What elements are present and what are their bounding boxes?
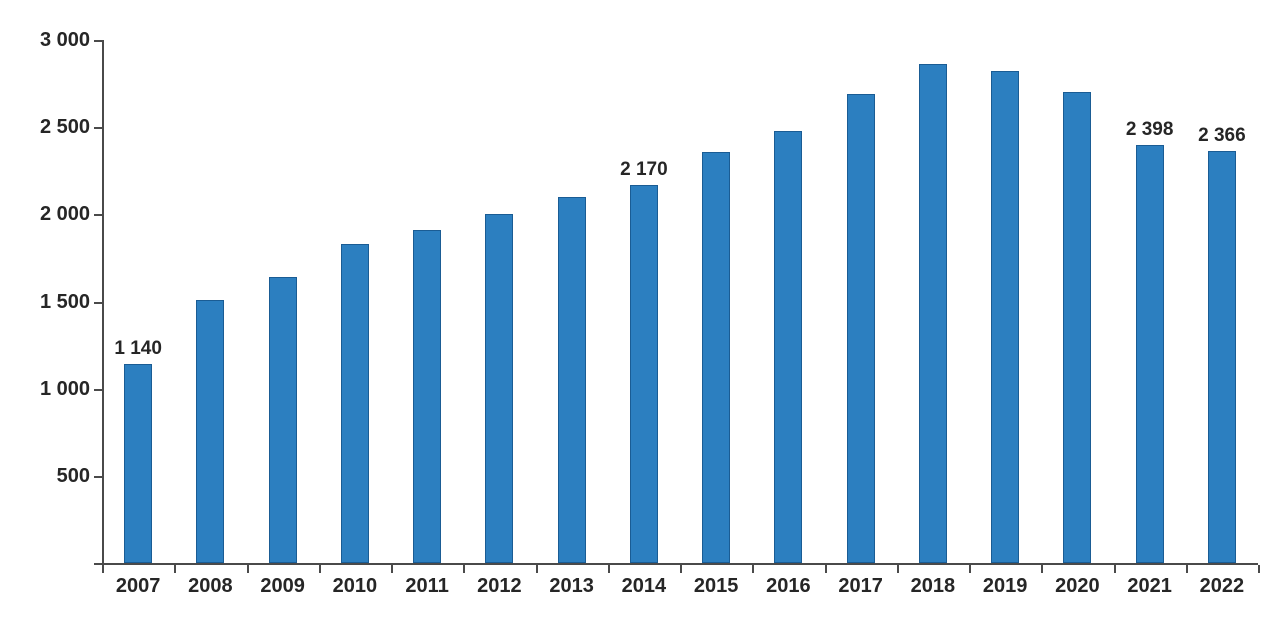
- x-axis-tick: [969, 565, 971, 573]
- x-axis-tick: [1113, 565, 1116, 573]
- bar-2017: [846, 94, 875, 563]
- y-axis-tick: [94, 214, 102, 217]
- bar-2014: [629, 184, 658, 563]
- y-tick-label: 3 000: [39, 29, 90, 51]
- x-tick-label-2013: 2013: [549, 575, 594, 597]
- x-tick-label-2020: 2020: [1055, 575, 1100, 597]
- x-tick-label-2007: 2007: [115, 575, 161, 597]
- bar-2021: [1135, 144, 1164, 563]
- x-axis-tick: [607, 565, 610, 573]
- x-axis-tick: [463, 565, 466, 573]
- x-axis-tick: [246, 565, 249, 573]
- x-tick-label-2018: 2018: [910, 575, 956, 597]
- y-axis-tick: [94, 301, 102, 304]
- x-tick-label-2008: 2008: [188, 575, 233, 597]
- y-tick-label: 1 000: [39, 377, 90, 400]
- y-tick-label: 2 500: [39, 116, 90, 139]
- y-axis-line: [102, 40, 104, 565]
- bar-2018: [918, 64, 947, 563]
- bar-value-label-2014: 2 170: [620, 158, 668, 180]
- x-axis-tick: [1185, 565, 1188, 573]
- x-tick-label-2014: 2014: [621, 575, 667, 597]
- x-axis-tick: [174, 565, 177, 573]
- x-axis-line: [94, 563, 1258, 565]
- x-tick-label-2012: 2012: [477, 575, 522, 597]
- bar-2011: [413, 230, 442, 563]
- x-tick-label-2017: 2017: [838, 575, 883, 597]
- y-tick-label: 2 000: [39, 203, 90, 226]
- x-axis-tick: [824, 565, 827, 573]
- x-tick-label-2011: 2011: [405, 575, 449, 597]
- bar-2013: [557, 196, 586, 563]
- bar-value-label-2007: 1 140: [114, 338, 162, 360]
- x-axis-tick: [318, 565, 321, 573]
- x-tick-label-2015: 2015: [693, 575, 739, 597]
- bar-value-label-2021: 2 398: [1125, 118, 1174, 140]
- y-axis-tick: [94, 127, 102, 130]
- y-axis-tick: [94, 40, 102, 42]
- y-tick-label: 500: [56, 464, 90, 487]
- x-tick-label-2022: 2022: [1199, 575, 1245, 597]
- y-axis-tick: [94, 388, 102, 391]
- x-axis-tick: [102, 565, 104, 573]
- y-axis-tick: [94, 475, 102, 478]
- x-axis-tick: [896, 565, 899, 573]
- x-axis-tick: [1041, 565, 1044, 573]
- bar-value-label-2022: 2 366: [1198, 124, 1246, 146]
- bar-2022: [1207, 150, 1236, 563]
- x-tick-label-2016: 2016: [766, 575, 811, 597]
- bar-2015: [702, 151, 731, 563]
- x-tick-label-2009: 2009: [260, 575, 305, 597]
- x-axis-tick: [535, 565, 538, 573]
- x-tick-label-2019: 2019: [982, 575, 1028, 597]
- x-axis-tick: [680, 565, 682, 573]
- bar-2007: [124, 364, 153, 563]
- x-axis-tick: [391, 565, 393, 573]
- bar-2019: [991, 71, 1020, 563]
- bar-2010: [340, 243, 369, 563]
- y-tick-label: 1 500: [39, 290, 90, 313]
- x-axis-tick: [752, 565, 755, 573]
- bar-2009: [268, 277, 297, 563]
- x-tick-label-2010: 2010: [332, 575, 378, 597]
- x-tick-label-2021: 2021: [1127, 575, 1172, 597]
- bar-2008: [196, 299, 225, 563]
- bar-2016: [774, 130, 803, 563]
- x-axis-tick: [1258, 565, 1260, 573]
- bar-2012: [485, 214, 514, 563]
- bar-2020: [1063, 92, 1092, 563]
